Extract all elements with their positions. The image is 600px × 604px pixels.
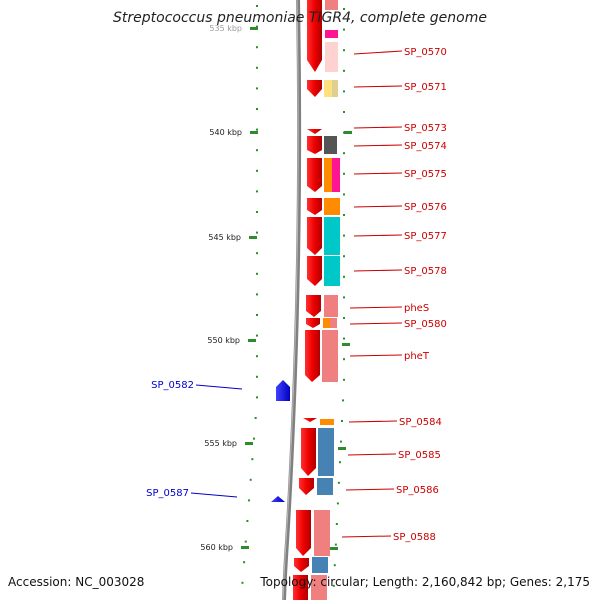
gene-arrow-SP_0582 — [276, 380, 290, 401]
axis-tick-label: 555 kbp — [204, 439, 237, 448]
axis-tick — [250, 27, 258, 30]
forward-gene-arrows — [293, 0, 322, 600]
axis-tick-label: 535 kbp — [209, 24, 242, 33]
map-title: Streptococcus pneumoniae TIGR4, complete… — [113, 10, 487, 26]
gene-label[interactable]: SP_0586 — [396, 485, 439, 496]
gene-arrow-SP_0571 — [307, 80, 322, 97]
gene-arrow-SP_0570 — [307, 0, 322, 72]
cog-bars — [311, 0, 340, 600]
minor-ticks — [241, 5, 345, 587]
gene-arrow-next2 — [293, 575, 308, 600]
gene-label[interactable]: SP_0573 — [404, 123, 447, 134]
gene-arrow-SP_0578 — [307, 256, 322, 286]
gene-label[interactable]: pheT — [404, 351, 430, 362]
genome-backbone-highlight — [282, 0, 299, 601]
gene-arrow-SP_0588 — [296, 510, 311, 556]
gene-label[interactable]: SP_0580 — [404, 319, 447, 330]
gene-arrow-SP_0575 — [307, 158, 322, 192]
gene-arrow-SP_0586 — [299, 478, 314, 495]
gene-label[interactable]: SP_0585 — [398, 450, 441, 461]
genome-stats-text: Topology: circular; Length: 2,160,842 bp… — [260, 575, 590, 589]
genome-backbone — [282, 0, 302, 601]
gene-arrow-SP_0580 — [306, 318, 320, 328]
gene-arrow-SP_0573 — [307, 129, 322, 134]
gene-label[interactable]: SP_0588 — [393, 532, 436, 543]
axis-tick-label: 545 kbp — [208, 233, 241, 242]
gene-arrow-pheS — [306, 295, 321, 317]
gene-label[interactable]: SP_0587 — [146, 488, 189, 499]
accession-text: Accession: NC_003028 — [8, 575, 145, 589]
gene-label[interactable]: SP_0574 — [404, 141, 447, 152]
gene-arrow-SP_0584 — [303, 418, 317, 422]
axis-tick — [250, 131, 258, 134]
gene-arrow-next — [294, 558, 309, 572]
gene-arrow-SP_0577 — [307, 217, 322, 255]
gene-label[interactable]: SP_0570 — [404, 47, 447, 58]
axis-tick-label: 550 kbp — [207, 336, 240, 345]
gene-arrow-SP_0576 — [307, 198, 322, 215]
gene-label[interactable]: SP_0584 — [399, 417, 442, 428]
axis-tick — [245, 442, 253, 445]
gene-label[interactable]: SP_0571 — [404, 82, 447, 93]
gene-label[interactable]: SP_0576 — [404, 202, 447, 213]
gene-label[interactable]: SP_0582 — [151, 380, 194, 391]
axis-tick — [248, 339, 256, 342]
gene-arrow-pheT — [305, 330, 320, 382]
gene-arrow-SP_0574 — [307, 136, 322, 154]
axis-tick — [249, 236, 257, 239]
axis-tick-label: 560 kbp — [200, 543, 233, 552]
gene-label[interactable]: SP_0578 — [404, 266, 447, 277]
gene-arrow-SP_0587 — [271, 496, 285, 502]
gene-label[interactable]: SP_0575 — [404, 169, 447, 180]
axis-tick — [241, 546, 249, 549]
gene-label[interactable]: pheS — [404, 303, 429, 314]
axis-ticks: 535 kbp 540 kbp 545 kbp 550 kbp 555 kbp 560 k… — [200, 24, 352, 552]
gene-labels: SP_0570 SP_0571 SP_0573 SP_0574 SP_0575 SP_05… — [146, 47, 447, 543]
gene-label[interactable]: SP_0577 — [404, 231, 447, 242]
gene-arrow-SP_0585 — [301, 428, 316, 476]
reverse-gene-arrows — [271, 380, 290, 502]
axis-tick-label: 540 kbp — [209, 128, 242, 137]
